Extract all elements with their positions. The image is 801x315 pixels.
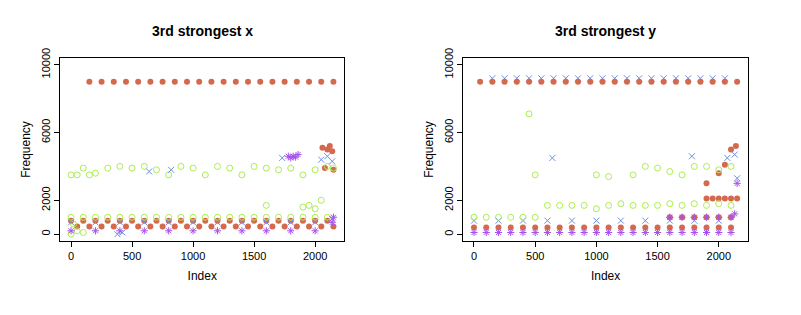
svg-text:10000: 10000 [443, 48, 455, 79]
svg-text:0: 0 [443, 229, 455, 235]
svg-text:10000: 10000 [40, 48, 52, 79]
svg-text:2000: 2000 [40, 186, 52, 210]
svg-text:3rd strongest x: 3rd strongest x [152, 23, 253, 39]
svg-text:2000: 2000 [707, 250, 731, 262]
svg-text:Index: Index [188, 269, 217, 283]
svg-text:1500: 1500 [242, 250, 266, 262]
svg-text:1000: 1000 [181, 250, 205, 262]
svg-text:3rd strongest y: 3rd strongest y [555, 23, 656, 39]
svg-text:1500: 1500 [645, 250, 669, 262]
svg-text:Index: Index [591, 269, 620, 283]
svg-text:Frequency: Frequency [422, 121, 436, 178]
svg-text:500: 500 [526, 250, 544, 262]
svg-text:1000: 1000 [584, 250, 608, 262]
svg-text:0: 0 [68, 250, 74, 262]
svg-text:Frequency: Frequency [19, 121, 33, 178]
svg-text:500: 500 [123, 250, 141, 262]
svg-text:2000: 2000 [303, 250, 327, 262]
svg-text:6000: 6000 [40, 119, 52, 143]
svg-text:0: 0 [471, 250, 477, 262]
svg-text:0: 0 [40, 229, 52, 235]
svg-text:6000: 6000 [443, 119, 455, 143]
svg-text:2000: 2000 [443, 186, 455, 210]
